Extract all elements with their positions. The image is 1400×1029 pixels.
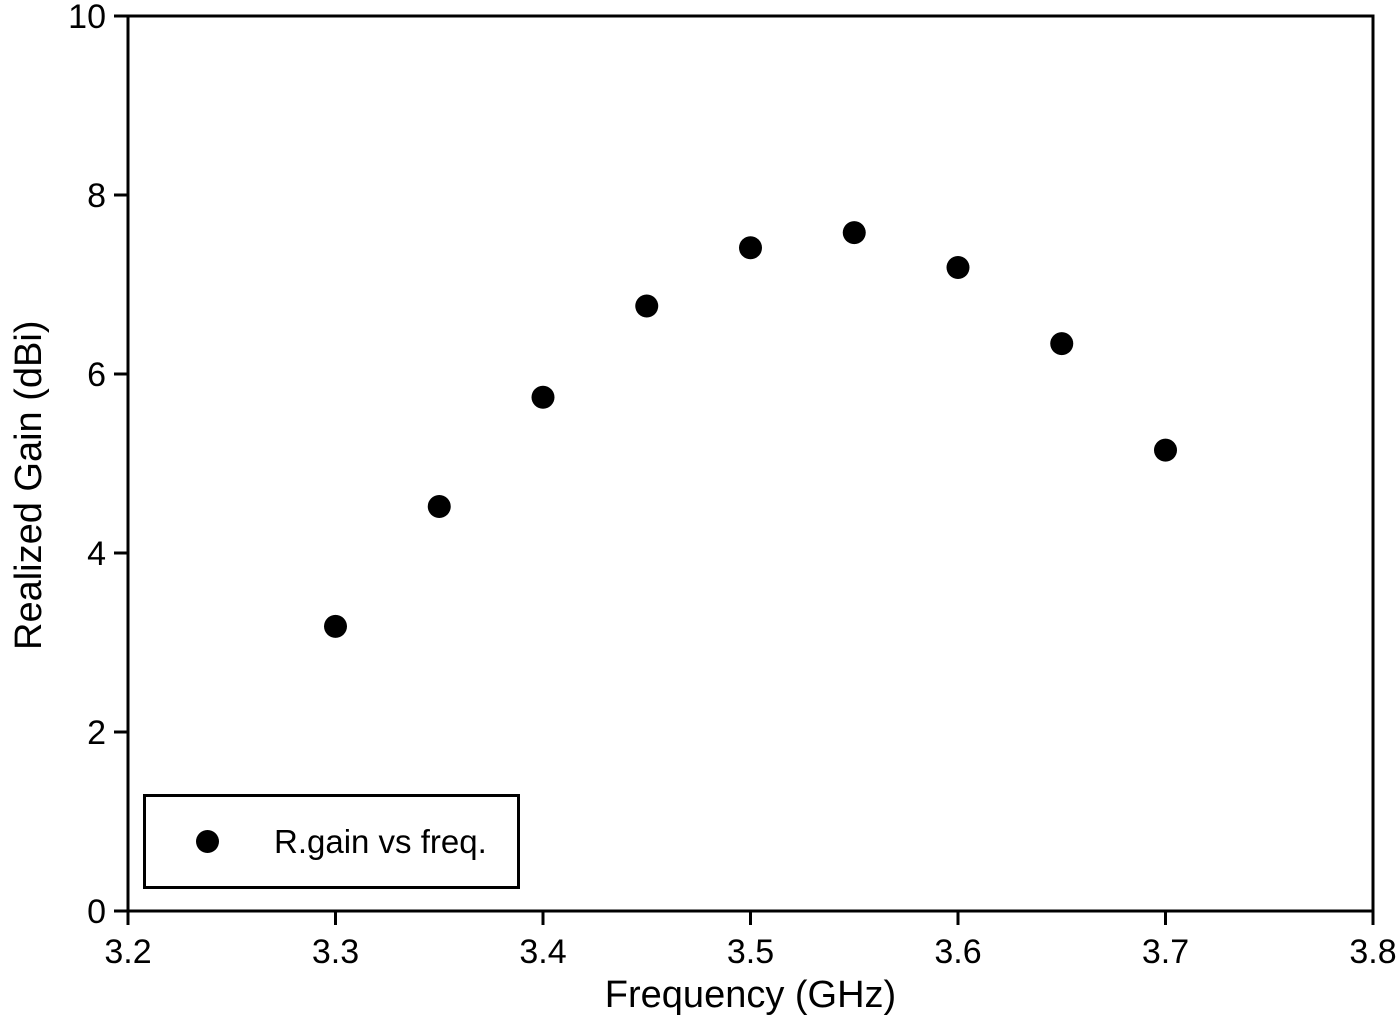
- y-axis-tick-label: 0: [87, 893, 106, 931]
- x-axis-tick-label: 3.2: [104, 933, 151, 971]
- plot-frame: [126, 14, 1375, 913]
- data-point: [427, 494, 451, 518]
- data-point: [1154, 438, 1177, 462]
- y-axis-tick-label: 8: [87, 177, 106, 215]
- data-point: [739, 236, 762, 260]
- y-axis-title: Realized Gain (dBi): [8, 320, 50, 650]
- y-axis-tick-label: 10: [68, 0, 106, 36]
- x-axis-tick-label: 3.7: [1142, 933, 1189, 971]
- data-point: [946, 255, 970, 279]
- legend-label: R.gain vs freq.: [274, 822, 487, 860]
- x-axis-title: Frequency (GHz): [604, 974, 897, 1016]
- legend: R.gain vs freq.: [143, 794, 520, 889]
- data-point: [635, 294, 659, 318]
- data-point: [1050, 332, 1074, 356]
- data-point: [531, 385, 555, 409]
- x-axis-tick-label: 3.3: [312, 933, 359, 971]
- x-axis-tick-label: 3.4: [519, 933, 566, 971]
- x-axis-tick-label: 3.6: [934, 933, 981, 971]
- data-point: [842, 221, 866, 245]
- y-axis-tick-label: 4: [87, 535, 106, 573]
- legend-filled-circle-icon: [196, 830, 219, 853]
- data-point: [324, 614, 347, 638]
- x-axis-tick-label: 3.5: [727, 933, 774, 971]
- y-axis-tick-label: 6: [87, 356, 106, 394]
- y-axis-tick-label: 2: [87, 714, 106, 752]
- x-axis-tick-label: 3.8: [1349, 933, 1396, 971]
